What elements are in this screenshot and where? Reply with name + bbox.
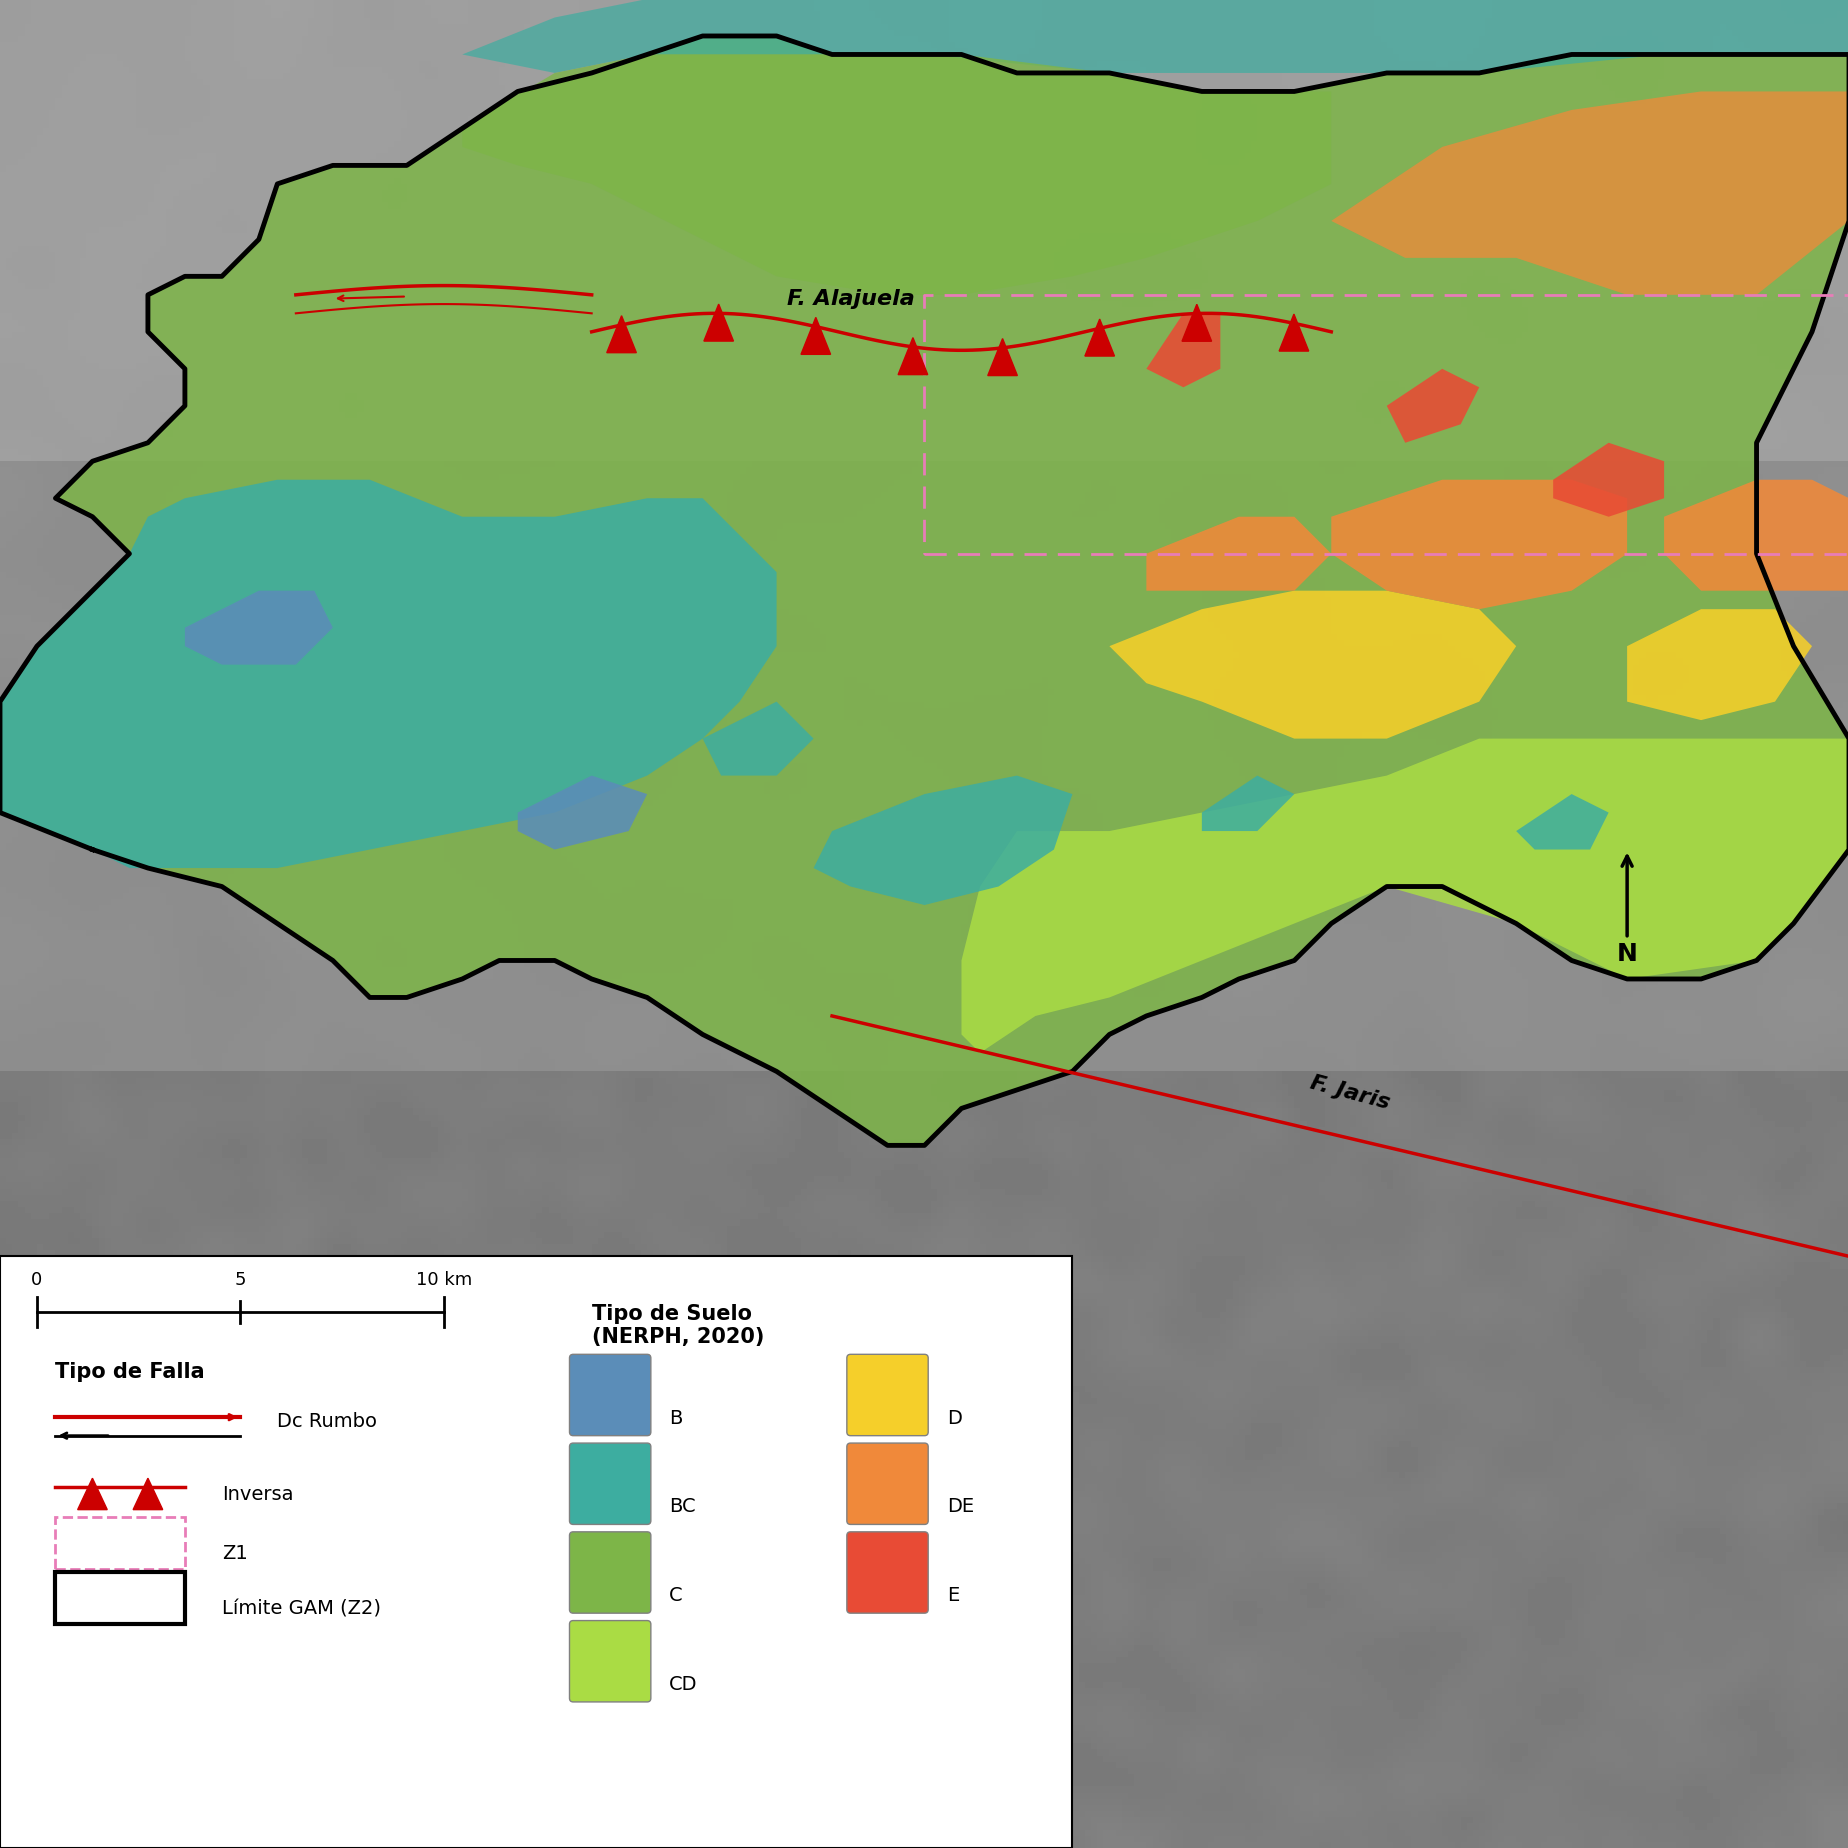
FancyBboxPatch shape	[569, 1443, 650, 1525]
Text: B: B	[669, 1408, 682, 1427]
FancyBboxPatch shape	[846, 1355, 928, 1436]
Polygon shape	[1085, 320, 1114, 357]
Text: BC: BC	[669, 1497, 695, 1515]
Polygon shape	[0, 37, 1848, 1146]
Text: Tipo de Falla: Tipo de Falla	[55, 1360, 205, 1380]
Polygon shape	[462, 55, 1331, 296]
Polygon shape	[517, 776, 647, 850]
Polygon shape	[1201, 776, 1294, 832]
Text: F. Jaris: F. Jaris	[1307, 1072, 1392, 1112]
Polygon shape	[987, 340, 1016, 377]
Polygon shape	[1331, 480, 1626, 610]
Polygon shape	[78, 1478, 107, 1510]
Polygon shape	[462, 0, 1848, 74]
Polygon shape	[961, 739, 1848, 1053]
Text: D: D	[946, 1408, 961, 1427]
Polygon shape	[606, 316, 636, 353]
Text: N: N	[1615, 857, 1637, 967]
Polygon shape	[1146, 314, 1220, 388]
Polygon shape	[1109, 591, 1515, 739]
FancyBboxPatch shape	[0, 1257, 1072, 1848]
FancyBboxPatch shape	[569, 1621, 650, 1702]
Text: 5: 5	[235, 1270, 246, 1288]
Text: 0: 0	[31, 1270, 43, 1288]
Polygon shape	[133, 1478, 163, 1510]
Text: Inversa: Inversa	[222, 1484, 294, 1502]
FancyBboxPatch shape	[846, 1532, 928, 1613]
Polygon shape	[1626, 610, 1811, 721]
Polygon shape	[1552, 444, 1663, 517]
Text: Tipo de Suelo
(NERPH, 2020): Tipo de Suelo (NERPH, 2020)	[591, 1303, 763, 1345]
Text: DE: DE	[946, 1497, 974, 1515]
Text: Dc Rumbo: Dc Rumbo	[277, 1412, 377, 1430]
Polygon shape	[1279, 314, 1308, 351]
Polygon shape	[0, 480, 776, 869]
FancyBboxPatch shape	[846, 1443, 928, 1525]
Text: 10 km: 10 km	[416, 1270, 471, 1288]
Polygon shape	[898, 338, 928, 375]
Polygon shape	[185, 591, 333, 665]
Text: Z1: Z1	[222, 1543, 248, 1562]
Text: E: E	[946, 1586, 959, 1604]
Text: CD: CD	[669, 1674, 697, 1693]
Polygon shape	[1663, 480, 1848, 591]
Text: F. Alajuela: F. Alajuela	[785, 288, 915, 309]
Polygon shape	[1181, 305, 1210, 342]
Polygon shape	[704, 305, 734, 342]
Polygon shape	[1331, 92, 1848, 296]
Polygon shape	[1515, 795, 1608, 850]
Polygon shape	[1146, 517, 1331, 591]
FancyBboxPatch shape	[569, 1532, 650, 1613]
Polygon shape	[1386, 370, 1478, 444]
Polygon shape	[813, 776, 1072, 906]
Polygon shape	[702, 702, 813, 776]
Polygon shape	[800, 318, 830, 355]
FancyBboxPatch shape	[569, 1355, 650, 1436]
Text: C: C	[669, 1586, 682, 1604]
Text: Límite GAM (Z2): Límite GAM (Z2)	[222, 1599, 381, 1617]
